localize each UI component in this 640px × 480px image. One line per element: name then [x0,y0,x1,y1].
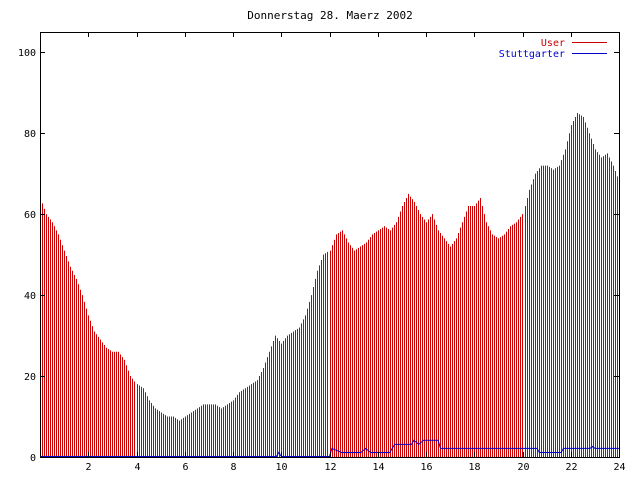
y-tick-label-5: 100 [18,48,36,59]
legend-stuttgarter-label: Stuttgarter [499,49,565,60]
legend-user-label: User [541,38,565,49]
x-tick-label-5: 12 [324,462,336,473]
chart-title: Donnerstag 28. Maerz 2002 [247,9,413,22]
y-tick-label-3: 60 [24,210,36,221]
user-series-impulses [40,112,620,457]
y-tick-label-1: 20 [24,372,36,383]
x-tick-label-8: 18 [468,462,480,473]
x-tick-label-10: 22 [565,462,577,473]
x-tick-label-6: 14 [372,462,384,473]
x-tick-label-9: 20 [517,462,529,473]
x-tick-label-4: 10 [275,462,287,473]
x-tick-label-11: 24 [613,462,625,473]
x-tick-label-0: 2 [85,462,91,473]
y-tick-label-0: 0 [30,453,36,464]
x-tick-label-1: 4 [134,462,140,473]
x-axis: 2 4 6 8 10 12 14 16 18 20 22 24 [85,32,626,473]
x-tick-label-3: 8 [230,462,236,473]
y-tick-label-4: 80 [24,129,36,140]
y-axis: 0 20 40 60 80 100 [18,48,619,464]
x-tick-label-7: 16 [420,462,432,473]
legend: User Stuttgarter [499,38,607,60]
x-tick-label-2: 6 [182,462,188,473]
y-tick-label-2: 40 [24,291,36,302]
